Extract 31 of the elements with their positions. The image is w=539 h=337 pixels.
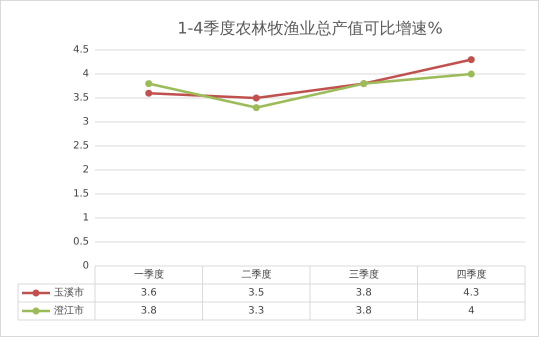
y-tick-label: 0 [82,260,89,272]
data-label: 4 [468,306,474,316]
x-tick-label: 一季度 [134,268,164,280]
y-tick-label: 1 [82,212,89,224]
y-tick-label: 4 [82,68,89,80]
point [468,70,475,78]
data-label: 3.8 [356,288,372,298]
y-tick-label: 3.5 [73,92,89,104]
data-label: 3.3 [248,306,264,316]
data-label: 3.5 [248,288,264,298]
point [468,56,475,64]
legend-label: 澄江市 [54,304,84,316]
y-tick-label: 1.5 [73,188,89,200]
y-tick-label: 0.5 [73,236,89,248]
legend-label: 玉溪市 [54,286,84,298]
point [252,104,260,112]
data-label: 3.8 [356,306,372,316]
x-tick-label: 四季度 [456,268,486,280]
y-tick-label: 2 [82,164,89,176]
chart-title: 1-4季度农林牧渔业总产值可比增速% [177,18,443,38]
y-tick-label: 4.5 [73,44,89,56]
data-label: 3.6 [140,288,157,298]
data-label: 3.8 [140,306,157,316]
x-tick-label: 三季度 [348,268,379,280]
y-tick-label: 2.5 [73,140,89,152]
point [252,94,260,102]
point [145,90,152,97]
data-label: 4.3 [463,288,480,298]
y-tick-label: 3 [82,116,89,128]
x-tick-label: 二季度 [241,268,272,280]
point [145,80,152,88]
